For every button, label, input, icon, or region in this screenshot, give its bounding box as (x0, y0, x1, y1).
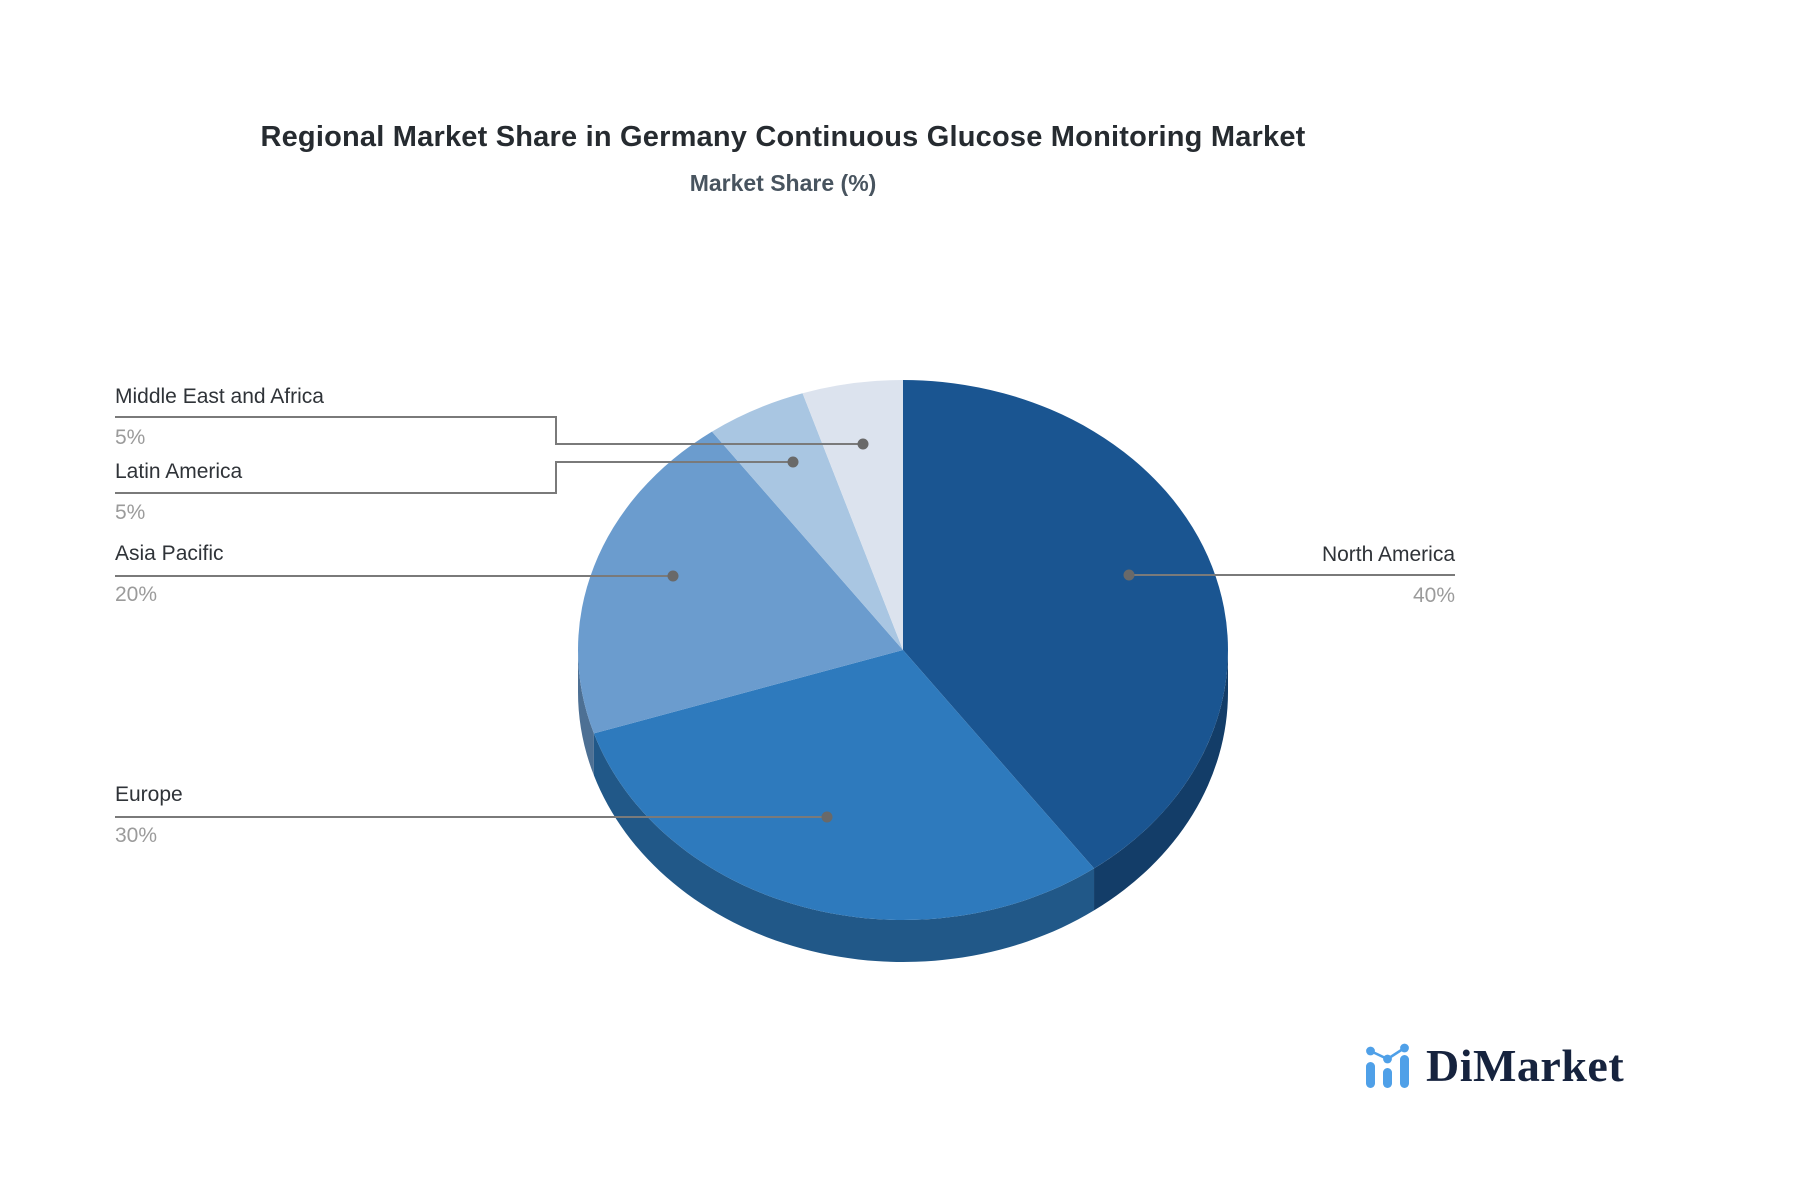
dimarket-logo: DiMarket (1363, 1040, 1625, 1091)
chart-subtitle: Market Share (%) (689, 170, 877, 196)
slice-name: North America (1321, 543, 1455, 566)
slice-percent: 30% (115, 824, 158, 847)
slice-name: Asia Pacific (115, 542, 224, 565)
slice-name: Europe (115, 783, 183, 806)
slice-label-latin-america: Latin America 5% (115, 459, 242, 526)
slice-name: Middle East and Africa (115, 385, 324, 408)
slice-name: Latin America (115, 460, 243, 483)
slice-label-asia-pacific: Asia Pacific 20% (115, 541, 224, 608)
slice-percent: 5% (115, 501, 146, 524)
bar-chart-trend-icon (1366, 1043, 1409, 1088)
slice-percent: 40% (1412, 584, 1455, 607)
slice-percent: 20% (115, 583, 158, 606)
logo-text: DiMarket (1426, 1040, 1625, 1091)
slice-label-europe: Europe 30% (115, 782, 183, 849)
slice-label-middle-east-africa: Middle East and Africa 5% (115, 384, 324, 451)
chart-title: Regional Market Share in Germany Continu… (260, 121, 1306, 153)
slice-percent: 5% (115, 426, 146, 449)
slice-label-north-america: North America 40% (1322, 542, 1455, 609)
